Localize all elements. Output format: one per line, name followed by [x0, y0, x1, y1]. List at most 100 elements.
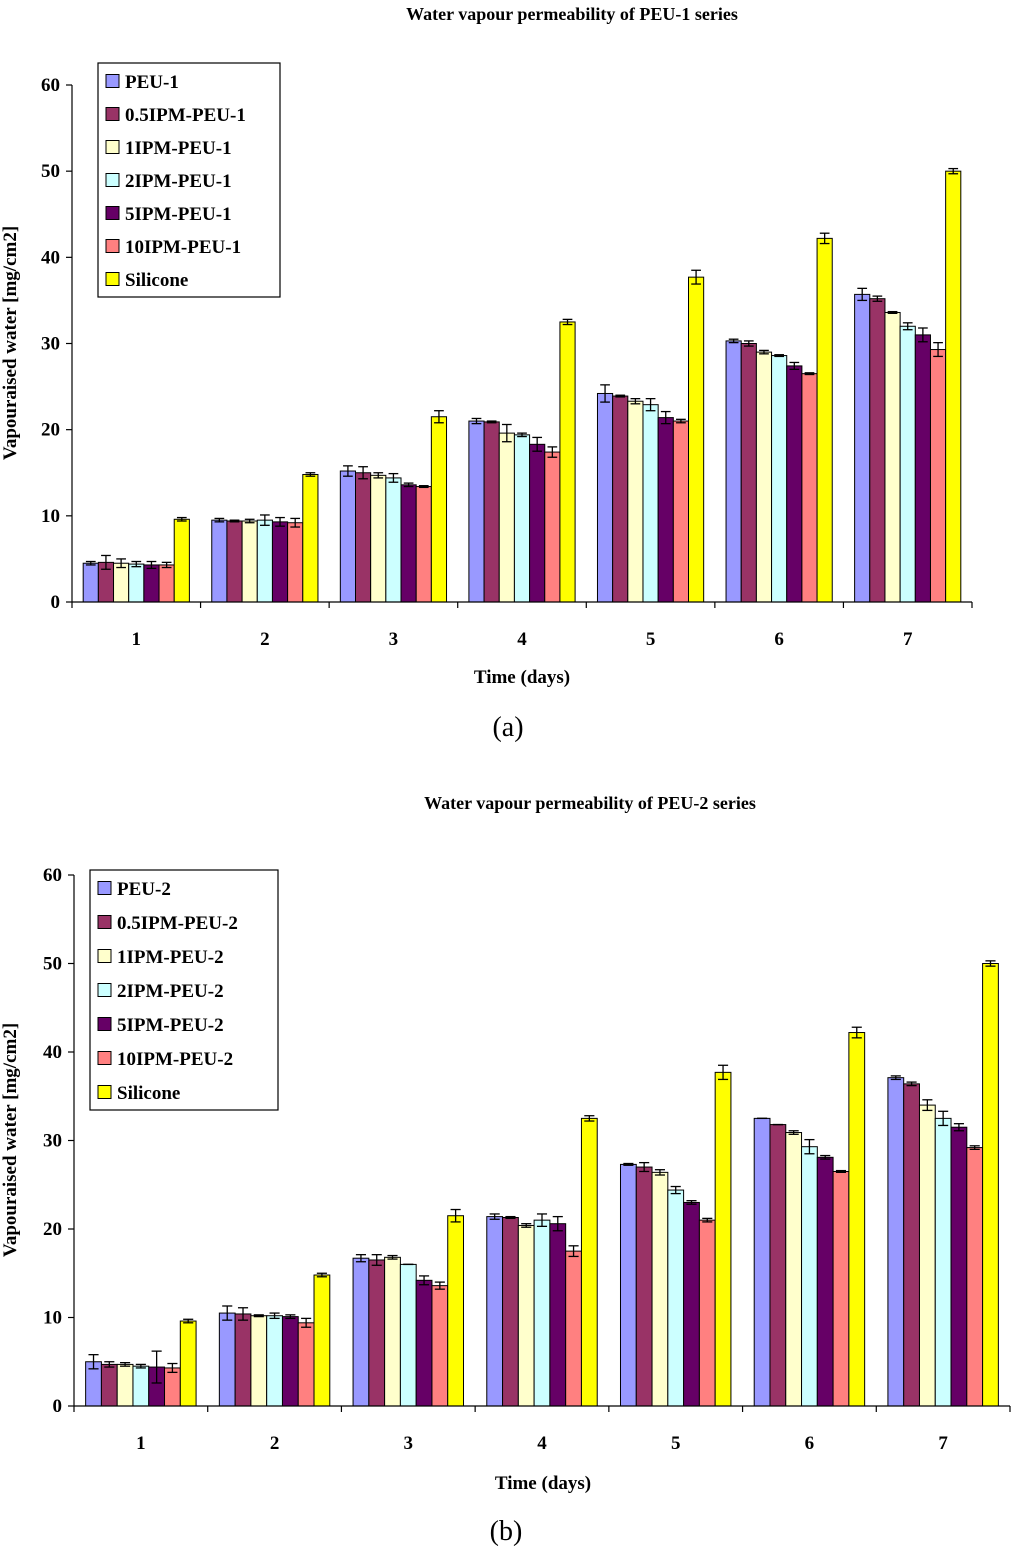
error-bar: [88, 1354, 99, 1370]
x-tick-label: 7: [938, 1433, 948, 1454]
x-tick-label: 6: [805, 1433, 815, 1454]
bar: [635, 1166, 653, 1407]
legend-swatch: [105, 239, 120, 253]
y-tick-label: 10: [41, 506, 60, 527]
x-tick-label: 2: [270, 1433, 280, 1454]
bar: [158, 564, 175, 603]
error-bar: [290, 517, 301, 528]
bar: [313, 1274, 331, 1407]
error-bar: [743, 340, 754, 347]
x-tick-label: 7: [903, 629, 913, 650]
bar: [769, 1124, 787, 1407]
y-tick-label: 0: [53, 1396, 63, 1417]
error-bar: [269, 1312, 280, 1320]
bar: [355, 472, 372, 603]
bar: [385, 477, 402, 603]
legend-swatch: [97, 1017, 112, 1031]
error-bar: [301, 1317, 312, 1328]
legend-item: 0.5IPM-PEU-2: [97, 913, 238, 934]
error-bar: [938, 1110, 949, 1127]
bar: [173, 518, 190, 603]
bar: [966, 1147, 984, 1407]
bar: [368, 1259, 386, 1407]
legend-item: 10IPM-PEU-2: [97, 1049, 233, 1070]
legend-item: 2IPM-PEU-2: [97, 981, 224, 1002]
bar: [250, 1315, 268, 1407]
bar: [517, 1224, 535, 1407]
bar: [339, 470, 357, 603]
bar: [399, 1263, 417, 1407]
error-bar: [532, 436, 543, 452]
bar: [725, 340, 742, 603]
error-bar: [645, 397, 656, 412]
bar: [218, 1312, 236, 1407]
bar: [533, 1219, 551, 1407]
bar: [950, 1126, 968, 1407]
error-bar: [253, 1314, 264, 1318]
legend-label: 1IPM-PEU-2: [117, 947, 224, 968]
error-bar: [214, 517, 225, 523]
error-bar: [902, 322, 913, 331]
y-tick-label: 30: [41, 334, 60, 355]
error-bar: [104, 1361, 115, 1368]
bar: [82, 562, 99, 603]
y-tick-label: 20: [43, 1219, 62, 1240]
bar: [211, 519, 228, 603]
error-bar: [691, 269, 701, 285]
bar: [483, 421, 500, 603]
y-tick-label: 30: [43, 1131, 62, 1152]
legend-item: 2IPM-PEU-1: [105, 171, 232, 192]
bar: [143, 564, 160, 603]
bar: [415, 1279, 433, 1407]
bar: [297, 1322, 315, 1407]
error-bar: [774, 354, 784, 358]
error-bar: [872, 295, 883, 302]
error-bar: [600, 384, 610, 403]
error-bar: [922, 1099, 933, 1112]
x-tick-label: 3: [389, 629, 399, 650]
error-bar: [167, 1362, 178, 1374]
bar: [816, 1156, 834, 1407]
error-bar: [804, 1138, 815, 1155]
error-bar: [517, 432, 527, 438]
error-bar: [101, 554, 111, 570]
bar: [241, 520, 258, 603]
legend-box: [89, 869, 279, 1111]
legend-swatch: [97, 1051, 112, 1065]
legend-label: 10IPM-PEU-1: [125, 237, 241, 258]
error-bar: [584, 1115, 595, 1122]
bar: [128, 563, 145, 603]
error-bar: [702, 1217, 713, 1223]
bar: [683, 1201, 700, 1407]
legend-label: 0.5IPM-PEU-1: [125, 105, 246, 126]
bar: [657, 417, 674, 603]
bar: [982, 963, 999, 1407]
x-tick-label: 4: [537, 1433, 547, 1454]
y-tick-label: 40: [43, 1042, 62, 1063]
bar: [619, 1163, 637, 1407]
legend-swatch: [97, 881, 112, 895]
error-bar: [660, 410, 671, 425]
error-bar: [486, 420, 497, 424]
chart-title: Water vapour permeability of PEU-1 serie…: [406, 4, 738, 24]
bar: [565, 1250, 582, 1407]
x-tick-label: 2: [260, 629, 270, 650]
error-bar: [639, 1161, 650, 1173]
error-bar: [857, 287, 868, 302]
legend-label: 0.5IPM-PEU-2: [117, 913, 238, 934]
bar: [714, 1071, 732, 1407]
bar: [612, 395, 629, 603]
bar: [698, 1219, 716, 1407]
legend-label: PEU-1: [125, 72, 179, 93]
bar: [642, 404, 659, 603]
bar: [651, 1171, 669, 1407]
bar: [430, 416, 448, 603]
legend-swatch: [105, 140, 120, 154]
error-bar: [835, 1169, 847, 1174]
y-tick-label: 60: [41, 75, 60, 96]
bar: [447, 1215, 465, 1407]
legend-swatch: [97, 915, 112, 929]
bar: [370, 474, 387, 603]
error-bar: [434, 410, 444, 424]
